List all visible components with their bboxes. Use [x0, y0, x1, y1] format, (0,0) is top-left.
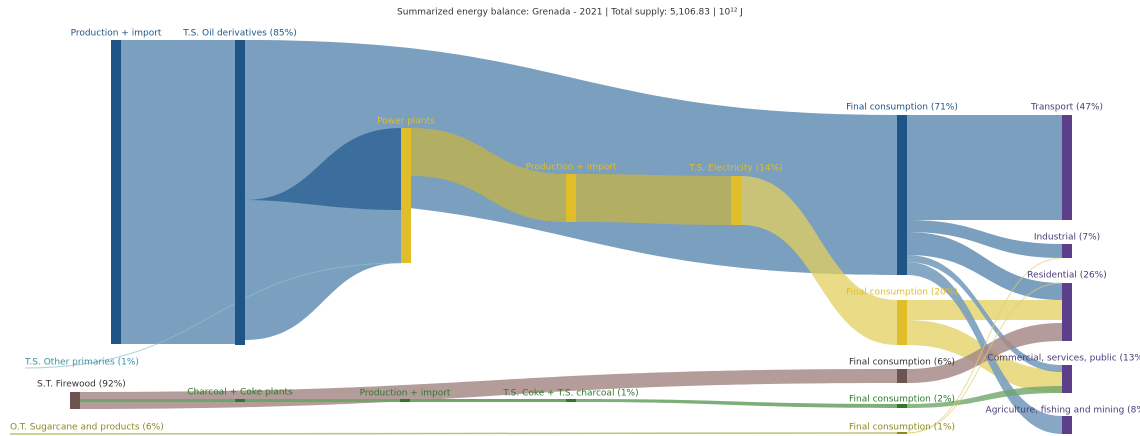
node — [1062, 283, 1072, 341]
flow — [245, 399, 400, 402]
node-label: Commercial, services, public (13%) — [987, 354, 1140, 364]
flow — [121, 40, 235, 344]
node — [1062, 365, 1072, 393]
node — [1062, 244, 1072, 258]
node — [566, 399, 576, 402]
node — [235, 399, 245, 402]
node — [897, 115, 907, 275]
flow — [24, 262, 402, 369]
node — [1062, 115, 1072, 220]
flow — [907, 323, 1062, 383]
flow — [907, 232, 1062, 300]
node-label: O.T. Sugarcane and products (6%) — [10, 423, 164, 433]
node-label: Final consumption (6%) — [849, 358, 955, 368]
flow — [907, 220, 1062, 258]
flow — [907, 386, 1062, 408]
node-label: T.S. Oil derivatives (85%) — [182, 29, 296, 39]
node — [70, 392, 80, 409]
node-label: T.S. Coke + T.S. charcoal (1%) — [502, 389, 638, 399]
node — [111, 40, 121, 344]
node-label: Production + import — [360, 389, 451, 399]
node — [731, 176, 741, 225]
node — [566, 174, 576, 222]
node-label: S.T. Firewood (92%) — [37, 380, 126, 390]
node-label: Agriculture, fishing and mining (8%) — [986, 406, 1140, 416]
node-label: T.S. Electricity (14%) — [688, 164, 782, 174]
node-label: Transport (47%) — [1030, 103, 1103, 113]
flow — [741, 176, 897, 345]
node-label: Final consumption (71%) — [846, 103, 958, 113]
node — [235, 40, 245, 345]
nodes: Production + import T.S. Oil derivatives … — [10, 29, 1140, 434]
node-label: T.S. Other primaries (1%) — [24, 358, 139, 368]
node-label: Final consumption (1%) — [849, 423, 955, 433]
node-label: Power plants — [377, 117, 435, 127]
node — [401, 128, 411, 263]
node-label: Charcoal + Coke plants — [187, 388, 293, 398]
node-label: Production + import — [526, 163, 617, 173]
node — [897, 369, 907, 383]
node — [400, 399, 410, 402]
flow — [906, 257, 1063, 434]
flow — [411, 128, 566, 222]
node-label: Residential (26%) — [1027, 271, 1106, 281]
node — [897, 432, 907, 434]
flow — [576, 399, 897, 408]
node — [1062, 416, 1072, 434]
flow — [907, 255, 1062, 372]
node — [897, 300, 907, 345]
node-label: Final consumption (2%) — [849, 395, 955, 405]
node-label: Industrial (7%) — [1034, 233, 1100, 243]
node-label: Final consumption (20%) — [846, 288, 958, 298]
flow — [576, 174, 731, 225]
flow — [9, 432, 898, 435]
flow — [410, 399, 566, 402]
node — [897, 404, 907, 408]
flow — [80, 399, 235, 402]
flow — [907, 115, 1062, 220]
flow — [906, 282, 1063, 434]
flow — [245, 128, 401, 210]
node-label: Production + import — [71, 29, 162, 39]
diagram-title: Summarized energy balance: Grenada - 202… — [397, 8, 743, 18]
